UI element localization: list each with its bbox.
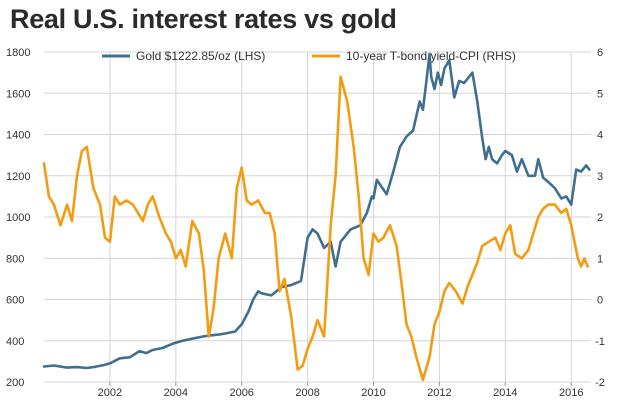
y-tick-right-label: -1 [595, 336, 605, 348]
x-tick-label: 2010 [361, 387, 385, 399]
y-tick-left-label: 600 [6, 295, 24, 307]
legend-label: Gold $1222.85/oz (LHS) [136, 49, 265, 63]
y-tick-right-label: 2 [597, 212, 603, 224]
x-tick-label: 2004 [164, 387, 188, 399]
y-tick-right-label: 1 [597, 253, 603, 265]
y-tick-right-label: 0 [597, 295, 603, 307]
series-group [42, 52, 591, 382]
grid [44, 51, 591, 383]
y-tick-left-label: 1600 [6, 88, 30, 100]
gold-series-line [42, 52, 591, 370]
y-tick-left-label: 1800 [6, 47, 30, 59]
y-tick-left-label: 800 [6, 253, 24, 265]
y-axis-left: 200 400 600 800 1000 1200 1400 1600 1800 [6, 47, 30, 389]
x-axis: 2002 2004 2006 2008 2010 2012 2014 2016 [98, 382, 583, 399]
y-tick-right-label: 4 [597, 130, 603, 142]
x-tick-label: 2008 [295, 387, 319, 399]
y-tick-left-label: 1000 [6, 212, 30, 224]
y-tick-left-label: 400 [6, 336, 24, 348]
legend: Gold $1222.85/oz (LHS) 10-year T-bond yie… [102, 49, 516, 63]
x-tick-label: 2014 [493, 387, 517, 399]
y-axis-right: -2 -1 0 1 2 3 4 5 6 [595, 47, 605, 389]
y-tick-right-label: 3 [597, 171, 603, 183]
x-tick-label: 2016 [559, 387, 583, 399]
y-tick-right-label: 6 [597, 47, 603, 59]
yield-series-line [42, 75, 589, 382]
y-tick-left-label: 200 [6, 377, 24, 389]
x-tick-label: 2012 [427, 387, 451, 399]
y-tick-left-label: 1200 [6, 171, 30, 183]
y-tick-left-label: 1400 [6, 130, 30, 142]
y-tick-right-label: -2 [595, 377, 605, 389]
y-tick-right-label: 5 [597, 88, 603, 100]
x-tick-label: 2006 [229, 387, 253, 399]
legend-label: 10-year T-bond yield-CPI (RHS) [346, 49, 516, 63]
x-tick-label: 2002 [98, 387, 122, 399]
chart-title: Real U.S. interest rates vs gold [10, 4, 397, 34]
